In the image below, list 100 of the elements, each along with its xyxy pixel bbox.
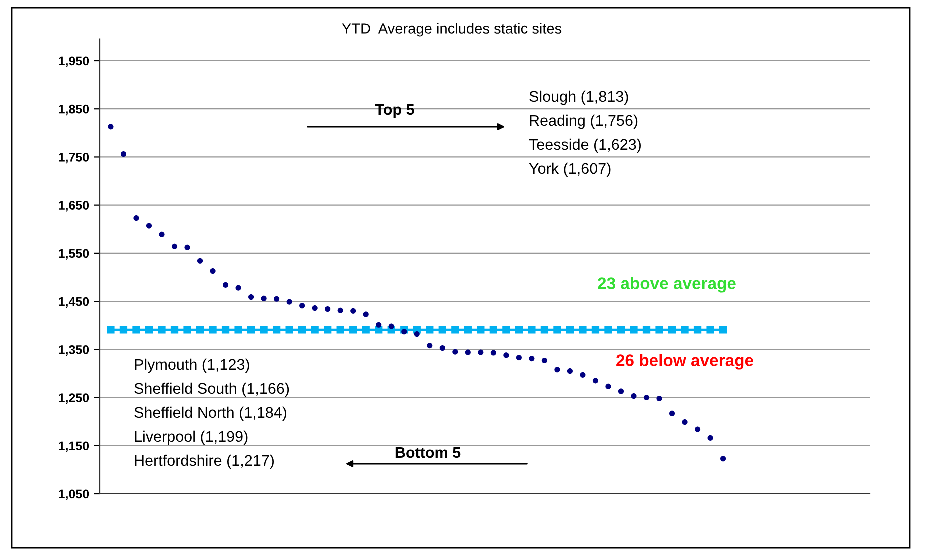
annotation: Slough (1,813) [530, 90, 628, 106]
point [644, 395, 650, 401]
point [426, 326, 434, 334]
point [656, 396, 662, 402]
point [668, 326, 676, 334]
y-tick-label: 1,350 [59, 345, 90, 356]
point [376, 322, 382, 328]
point [452, 326, 460, 334]
point [592, 326, 600, 334]
point [170, 326, 179, 334]
point [580, 372, 586, 378]
point [375, 326, 383, 334]
point [695, 426, 701, 432]
point [642, 326, 651, 334]
annotation: Teesside (1,623) [529, 138, 641, 154]
point [402, 329, 408, 335]
point [502, 326, 510, 334]
point [223, 282, 229, 288]
point [172, 244, 178, 250]
point [184, 244, 190, 250]
point [120, 152, 127, 158]
point [477, 326, 485, 334]
annotation: York (1,607) [529, 162, 611, 178]
point [159, 232, 165, 238]
point [554, 367, 560, 373]
point [132, 326, 140, 334]
point [222, 326, 230, 334]
annotation: 23 above average [598, 277, 736, 293]
point [720, 456, 726, 462]
annotation: Liverpool (1,199) [135, 430, 248, 446]
point [452, 349, 458, 355]
point [388, 324, 394, 330]
point [324, 326, 332, 334]
point [490, 326, 498, 334]
point [414, 331, 420, 338]
point [248, 294, 254, 300]
y-tick-label: 1,550 [59, 249, 90, 260]
point [146, 223, 152, 229]
point [669, 410, 676, 416]
chart-title: YTD Average includes static sites [342, 23, 562, 37]
point [490, 350, 496, 356]
point [465, 350, 471, 356]
annotation: Plymouth (1,123) [135, 358, 250, 374]
point [567, 368, 573, 374]
point [478, 350, 484, 356]
point [618, 388, 624, 394]
annotation: Hertfordshire (1,217) [135, 454, 274, 470]
point [719, 326, 728, 334]
point [247, 326, 256, 334]
annotation: Sheffield North (1,184) [134, 406, 286, 422]
y-tick-label: 1,950 [59, 56, 90, 68]
annotation: Top 5 [375, 104, 414, 118]
point [336, 326, 344, 334]
y-tick-label: 1,750 [59, 153, 90, 164]
point [158, 326, 166, 334]
point [631, 394, 637, 400]
point [566, 326, 574, 334]
point [108, 124, 114, 130]
point [260, 326, 268, 334]
point [708, 435, 714, 441]
point [363, 312, 369, 318]
point [350, 326, 358, 334]
point [504, 352, 510, 358]
point [542, 358, 548, 364]
point [325, 306, 331, 312]
point [120, 326, 128, 334]
point [196, 326, 204, 334]
point [706, 326, 714, 334]
point [515, 326, 524, 334]
y-tick-label: 1,450 [59, 297, 90, 308]
point [350, 308, 356, 314]
point [274, 296, 280, 302]
point [261, 296, 267, 302]
point [338, 308, 344, 314]
point [464, 326, 472, 334]
y-tick-label: 1,850 [59, 104, 90, 116]
point [209, 326, 217, 334]
point [604, 326, 612, 334]
annotation: 26 below average [616, 354, 754, 370]
point [236, 285, 242, 291]
point [592, 378, 599, 384]
point [681, 326, 689, 334]
point [107, 326, 115, 334]
point [311, 326, 319, 334]
point [617, 326, 626, 334]
point [298, 326, 306, 334]
y-tick-label: 1,050 [59, 490, 90, 500]
point [145, 326, 154, 334]
point [286, 326, 294, 334]
point [440, 345, 446, 351]
point [630, 326, 638, 334]
annotation: Reading (1,756) [530, 114, 638, 130]
point [234, 326, 242, 334]
point [694, 326, 702, 334]
point [286, 299, 292, 305]
point [528, 326, 536, 334]
point [184, 326, 192, 334]
y-tick-label: 1,150 [59, 442, 90, 452]
point [554, 326, 562, 334]
annotation: Bottom 5 [396, 447, 461, 458]
